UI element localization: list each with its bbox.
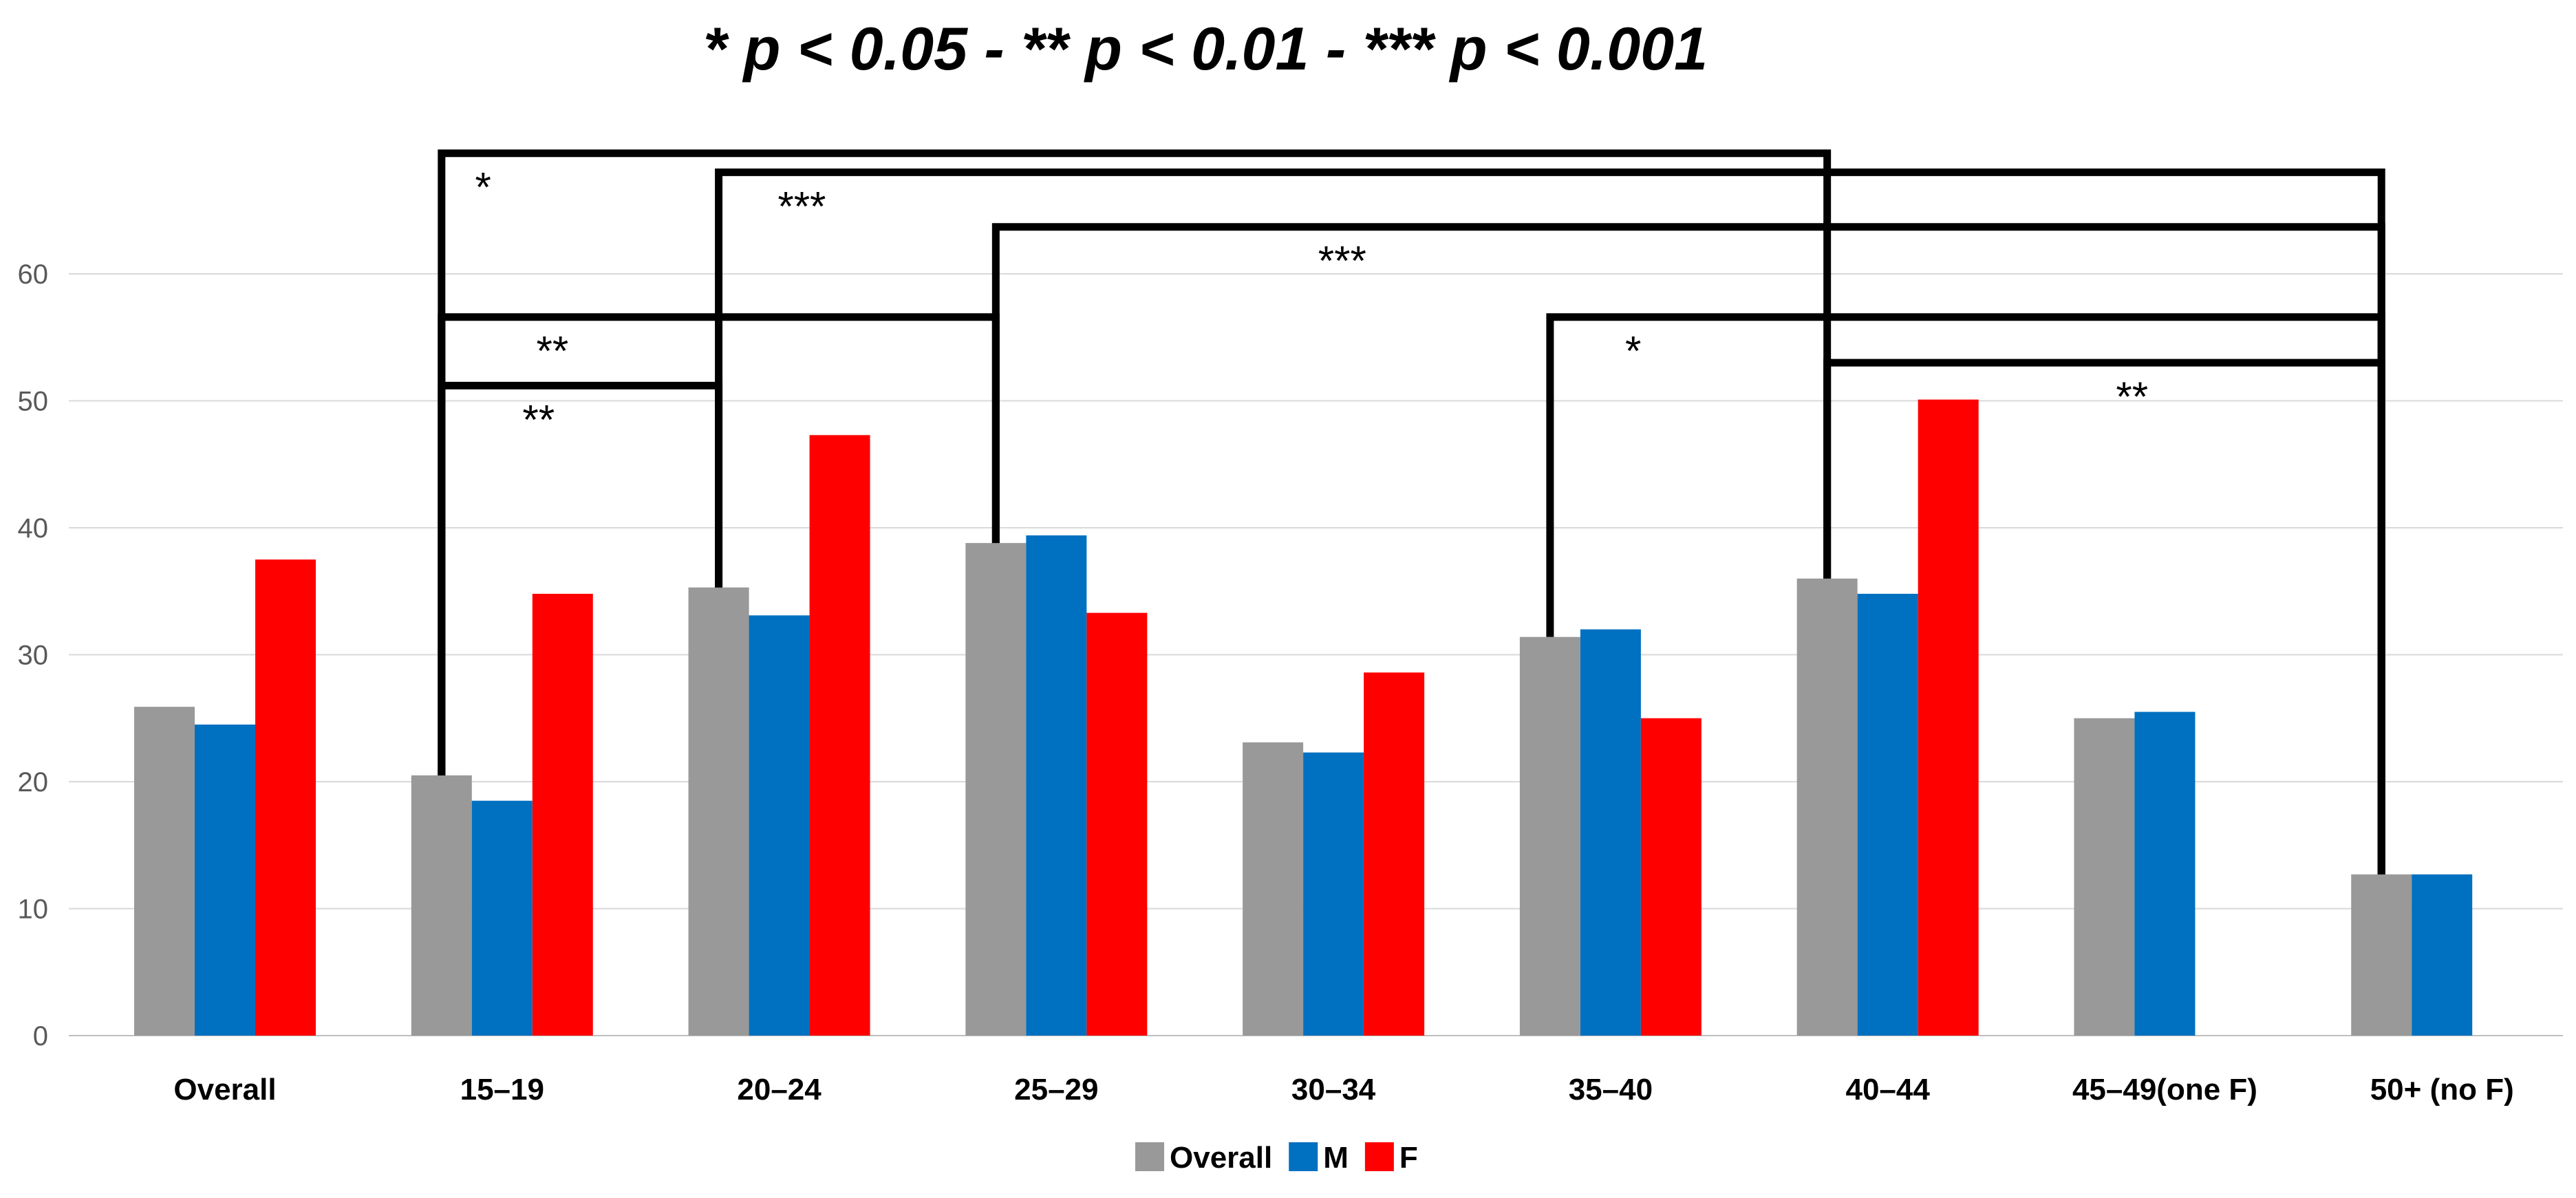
y-tick-label: 20 [18,767,49,798]
y-tick-label: 50 [18,387,49,417]
bar-m-1 [471,800,533,1036]
bar-m-2 [749,615,810,1036]
bar-m-4 [1303,752,1364,1036]
bar-overall-7 [2074,718,2135,1036]
x-tick-label: 45–49(one F) [2072,1073,2257,1106]
bar-overall-3 [965,543,1027,1036]
legend: Overall M F [1135,1141,1418,1175]
bracket-label-2: *** [1318,238,1366,284]
bar-m-0 [195,724,255,1036]
bar-f-4 [1364,672,1425,1036]
bar-overall-1 [411,775,472,1036]
bar-f-1 [532,593,593,1036]
y-tick-label: 0 [33,1021,48,1051]
legend-swatch-f [1364,1142,1394,1171]
x-tick-label: 15–19 [460,1073,544,1106]
legend-label-f: F [1399,1141,1418,1175]
bar-overall-0 [134,707,195,1036]
bracket-label-3: ** [537,328,569,374]
y-tick-label: 30 [18,641,49,671]
bar-m-3 [1026,535,1087,1036]
bar-overall-5 [1519,637,1580,1036]
x-tick-label: Overall [173,1073,276,1106]
bar-f-5 [1640,718,1702,1036]
legend-swatch-m [1289,1142,1318,1171]
bracket-5 [438,381,723,776]
x-tick-label: 50+ (no F) [2370,1073,2514,1106]
bar-m-7 [2134,712,2196,1036]
bar-f-2 [809,435,870,1036]
y-tick-label: 10 [18,895,49,925]
y-tick-label: 60 [18,259,49,290]
bar-overall-2 [688,587,749,1036]
bracket-label-1: *** [777,183,826,229]
legend-label-overall: Overall [1170,1141,1272,1175]
bars [134,399,2473,1036]
bar-m-6 [1857,593,1918,1036]
bar-m-8 [2412,874,2473,1036]
axes: 0 10 20 30 40 50 60 Overall 15–19 20–24 25–29 30–34… [18,259,2514,1106]
bar-f-6 [1918,399,1979,1036]
significance-brackets: * ******** *** ** [438,149,2385,875]
x-tick-label: 35–40 [1569,1073,1653,1106]
bracket-label-6: ** [2116,374,2148,420]
chart-title: * p < 0.05 - ** p < 0.01 - *** p < 0.001 [702,14,1708,83]
y-tick-label: 40 [18,513,49,544]
x-tick-label: 40–44 [1845,1073,1930,1106]
bar-overall-8 [2351,874,2412,1036]
x-tick-label: 25–29 [1014,1073,1098,1106]
bracket-label-0: * [475,164,491,211]
x-tick-label: 20–24 [737,1073,822,1106]
legend-label-m: M [1323,1141,1349,1175]
bracket-6 [1823,359,2385,875]
x-tick-label: 30–34 [1291,1073,1376,1106]
legend-swatch-overall [1135,1142,1164,1171]
bracket-label-4: * [1625,328,1641,374]
bar-f-0 [255,559,316,1036]
bracket-label-5: ** [522,396,555,442]
bar-m-5 [1580,629,1641,1036]
bar-overall-4 [1243,742,1304,1036]
bar-overall-6 [1796,578,1858,1036]
bar-f-3 [1086,612,1148,1036]
